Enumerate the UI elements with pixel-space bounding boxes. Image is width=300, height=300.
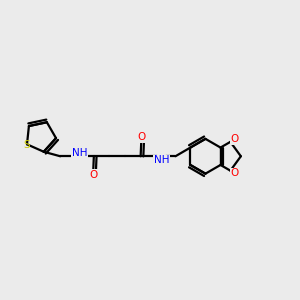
Text: O: O [137,132,146,142]
Text: NH: NH [154,155,170,165]
Text: O: O [89,169,98,180]
Text: NH: NH [72,148,88,158]
Text: O: O [231,168,239,178]
Text: S: S [23,140,30,150]
Text: O: O [231,134,239,144]
